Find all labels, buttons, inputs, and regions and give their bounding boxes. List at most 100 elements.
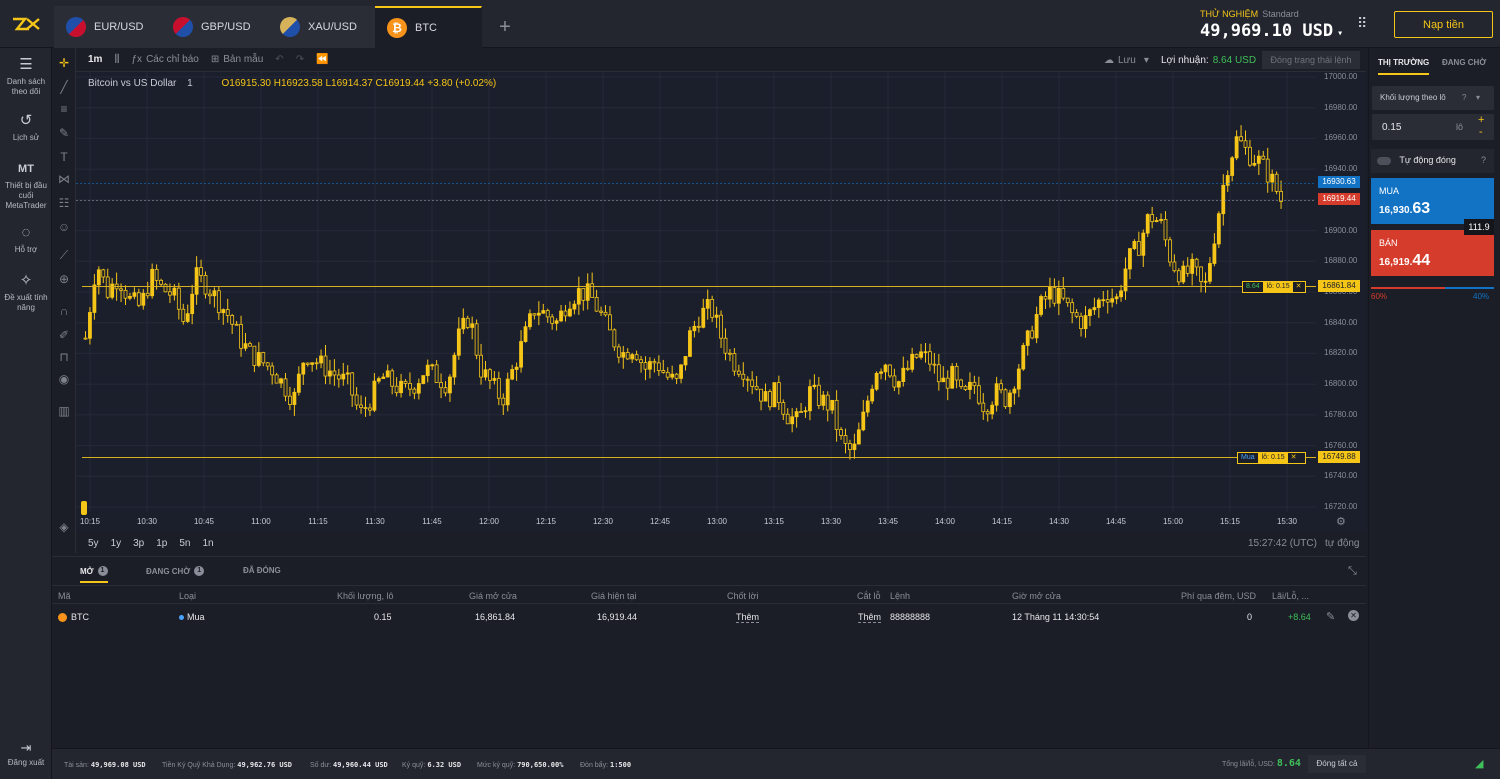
candle bbox=[901, 356, 906, 387]
ohlc-values: O16915.30 H16923.58 L16914.37 C16919.44 … bbox=[221, 78, 496, 89]
nav-metatrader[interactable]: MT Thiết bị đầu cuối MetaTrader bbox=[0, 160, 52, 211]
range-1p[interactable]: 1p bbox=[156, 537, 168, 549]
horizontal-lines-icon[interactable]: ≡ bbox=[60, 102, 68, 116]
candle bbox=[1265, 147, 1270, 193]
range-5n[interactable]: 5n bbox=[179, 537, 191, 549]
chart-area[interactable] bbox=[76, 72, 1366, 532]
auto-scale-toggle[interactable]: tự động bbox=[1325, 537, 1360, 549]
lock-icon[interactable]: ⊓ bbox=[59, 350, 69, 364]
profit-label: Lợi nhuận: bbox=[1161, 54, 1209, 66]
range-1n[interactable]: 1n bbox=[202, 537, 214, 549]
entry-tag[interactable]: Mua lô: 0.15 ✕ bbox=[1237, 452, 1306, 464]
logout-button[interactable]: ⇥ Đăng xuất bbox=[0, 740, 52, 767]
tab-btc[interactable]: ₿ BTC bbox=[375, 6, 482, 48]
sell-button[interactable]: BÁN 16,919.44 bbox=[1371, 230, 1494, 276]
close-position-icon[interactable]: ✕ bbox=[1348, 610, 1359, 621]
ruler-icon[interactable]: ⟋ bbox=[59, 248, 69, 262]
emoji-icon[interactable]: ☺ bbox=[57, 220, 71, 234]
layers-icon[interactable]: ◈ bbox=[59, 520, 69, 534]
pattern-icon[interactable]: ⋈ bbox=[58, 172, 70, 186]
candle bbox=[674, 372, 679, 384]
divider bbox=[52, 585, 1366, 586]
time-tick: 10:45 bbox=[193, 517, 215, 526]
price-axis[interactable]: 17000.0016980.0016960.0016940.0016920.00… bbox=[1316, 72, 1366, 512]
tab-pending[interactable]: ĐANG CHỜ bbox=[1442, 58, 1487, 67]
entry-line[interactable] bbox=[82, 457, 1316, 458]
candle bbox=[1065, 297, 1070, 307]
candle bbox=[1256, 150, 1261, 176]
indicators-button[interactable]: ƒx Các chỉ báo bbox=[132, 54, 199, 65]
tab-xauusd[interactable]: XAU/USD bbox=[268, 6, 376, 48]
row-tp-add[interactable]: Thêm bbox=[736, 612, 760, 623]
close-position-button[interactable]: Đóng trạng thái lệnh bbox=[1262, 51, 1360, 69]
magnet-icon[interactable]: ∩ bbox=[59, 304, 69, 318]
decrement-button[interactable]: - bbox=[1479, 126, 1483, 138]
undo-icon[interactable]: ↶ bbox=[275, 54, 284, 65]
price-tick: 16880.00 bbox=[1324, 256, 1358, 266]
candlestick-chart[interactable] bbox=[76, 72, 1316, 512]
auto-close-row[interactable]: Tự động đóng ? bbox=[1371, 149, 1494, 173]
tab-pending-orders[interactable]: ĐANG CHỜ 1 bbox=[146, 566, 205, 576]
close-all-button[interactable]: Đóng tất cả bbox=[1308, 755, 1366, 773]
tab-market[interactable]: THỊ TRƯỜNG bbox=[1378, 58, 1430, 75]
edit-icon[interactable]: ✎ bbox=[1326, 611, 1336, 623]
candle bbox=[301, 362, 306, 385]
nav-watchlist[interactable]: ☰ Danh sách theo dõi bbox=[0, 56, 52, 97]
candle bbox=[759, 388, 763, 411]
volume-type-select[interactable]: Khối lượng theo lô ? ▾ bbox=[1372, 86, 1494, 110]
buy-button[interactable]: MUA 16,930.63 bbox=[1371, 178, 1494, 224]
candle bbox=[994, 376, 999, 412]
lot-input[interactable]: 0.15 lô + - bbox=[1372, 114, 1494, 140]
trend-line-icon[interactable]: ╱ bbox=[60, 80, 68, 94]
save-button[interactable]: ☁ Lưu ▾ bbox=[1104, 48, 1149, 72]
tab-open-positions[interactable]: MỞ 1 bbox=[80, 566, 108, 583]
ohlc-low: L16914.37 bbox=[325, 78, 373, 89]
expand-icon[interactable]: ⤡ bbox=[1348, 565, 1357, 577]
exness-logo[interactable] bbox=[0, 0, 52, 48]
deposit-button[interactable]: Nạp tiền bbox=[1394, 11, 1493, 38]
rewind-icon[interactable]: ⏪ bbox=[316, 54, 329, 65]
take-profit-line[interactable] bbox=[82, 286, 1316, 287]
candle-type-icon[interactable]: ⫴ bbox=[114, 52, 120, 66]
account-summary[interactable]: THỬ NGHIỆM Standard 49,969.10 USD ▾ bbox=[1200, 8, 1343, 41]
candle bbox=[465, 315, 470, 330]
tab-closed[interactable]: ĐÃ ĐÓNG bbox=[243, 566, 281, 575]
tab-gbpusd[interactable]: GBP/USD bbox=[161, 6, 269, 48]
time-axis[interactable]: 10:15 10:30 10:45 11:00 11:15 11:30 11:45 12:00… bbox=[76, 512, 1316, 532]
nav-suggest[interactable]: ✧ Đề xuất tính năng bbox=[0, 272, 52, 313]
add-tab-button[interactable]: + bbox=[499, 15, 511, 38]
templates-button[interactable]: ⊞ Bản mẫu bbox=[211, 54, 263, 65]
range-3p[interactable]: 3p bbox=[133, 537, 145, 549]
pencil-lock-icon[interactable]: ✐ bbox=[58, 328, 70, 342]
trash-icon[interactable]: ▥ bbox=[58, 404, 70, 418]
auto-close-toggle[interactable] bbox=[1377, 156, 1391, 165]
tab-eurusd[interactable]: EUR/USD bbox=[54, 6, 162, 48]
auto-close-label: Tự động đóng bbox=[1399, 155, 1456, 165]
settings-gear-icon[interactable]: ⚙ bbox=[1336, 516, 1346, 528]
close-icon[interactable]: ✕ bbox=[1295, 283, 1302, 290]
candle bbox=[141, 288, 146, 310]
prediction-icon[interactable]: ☷ bbox=[58, 196, 70, 210]
candle bbox=[488, 368, 492, 390]
zoom-icon[interactable]: ⊕ bbox=[58, 272, 70, 286]
increment-button[interactable]: + bbox=[1478, 114, 1485, 126]
eye-icon[interactable]: ◉ bbox=[58, 372, 70, 386]
nav-history[interactable]: ↺ Lịch sử bbox=[0, 112, 52, 143]
row-sl-add[interactable]: Thêm bbox=[858, 612, 882, 623]
range-5y[interactable]: 5y bbox=[88, 537, 99, 549]
brush-icon[interactable]: ✎ bbox=[58, 126, 70, 140]
position-tag[interactable]: 8.64 lô: 0.15 ✕ bbox=[1242, 281, 1306, 293]
time-tick: 12:30 bbox=[592, 517, 614, 526]
apps-grid-icon[interactable]: ⠿ bbox=[1357, 15, 1368, 31]
scroll-handle[interactable] bbox=[81, 501, 87, 515]
status-label: Tài sản: bbox=[64, 762, 89, 769]
text-tool-icon[interactable]: T bbox=[60, 150, 68, 164]
redo-icon[interactable]: ↷ bbox=[295, 54, 305, 65]
candle bbox=[621, 346, 626, 369]
close-icon[interactable]: ✕ bbox=[1290, 454, 1297, 461]
timeframe-button[interactable]: 1m bbox=[88, 54, 103, 65]
range-1y[interactable]: 1y bbox=[110, 537, 122, 549]
crosshair-icon[interactable]: ✛ bbox=[58, 56, 70, 70]
candle bbox=[261, 351, 266, 367]
nav-support[interactable]: ◌ Hỗ trợ bbox=[0, 224, 52, 255]
